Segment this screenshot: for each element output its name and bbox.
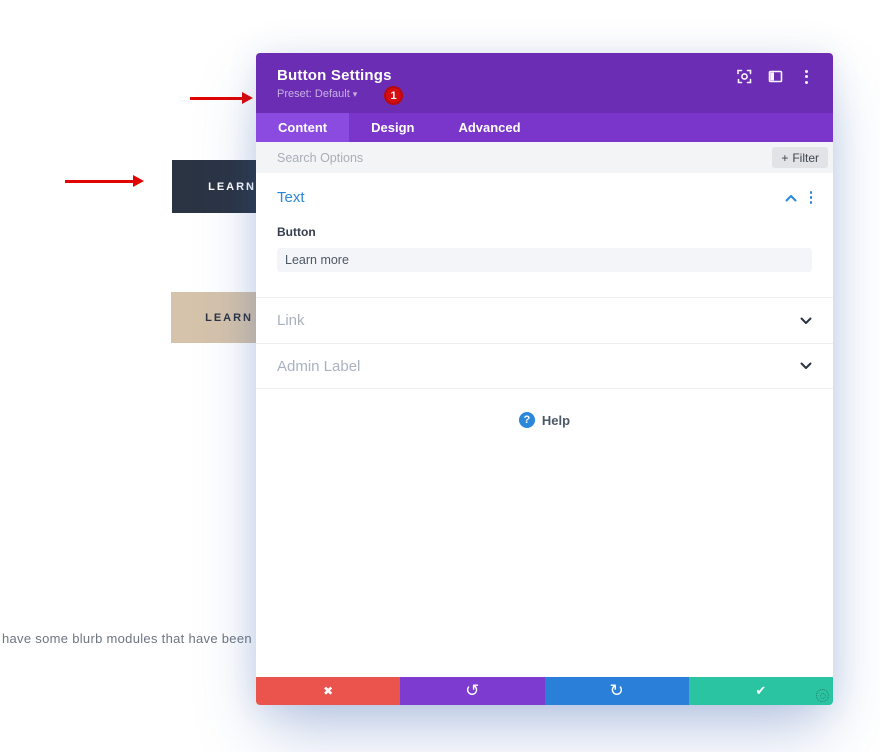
arrow-shaft bbox=[190, 97, 244, 100]
clipped-body-text: have some blurb modules that have been bbox=[2, 631, 252, 646]
tab-design[interactable]: Design bbox=[371, 120, 415, 135]
discard-button[interactable]: ✖ bbox=[256, 677, 401, 705]
learn-more-button-dark[interactable]: LEARN bbox=[172, 160, 256, 213]
tab-advanced[interactable]: Advanced bbox=[458, 120, 521, 135]
question-mark-icon: ? bbox=[518, 412, 535, 428]
section-admin-label[interactable]: Admin Label bbox=[256, 343, 833, 389]
chevron-up-icon[interactable] bbox=[785, 194, 797, 202]
step-number-badge: 1 bbox=[384, 86, 403, 105]
redo-icon: ↻ bbox=[609, 681, 624, 701]
search-input[interactable]: Search Options bbox=[277, 150, 364, 165]
section-admin-label-title: Admin Label bbox=[277, 357, 361, 375]
resize-handle[interactable] bbox=[816, 689, 829, 702]
section-link[interactable]: Link bbox=[256, 297, 833, 343]
focus-mode-icon[interactable] bbox=[737, 69, 752, 84]
arrow-head-icon bbox=[242, 92, 253, 104]
preset-label: Preset: Default bbox=[277, 88, 350, 100]
undo-icon: ↺ bbox=[465, 681, 480, 701]
arrow-head-icon bbox=[133, 175, 144, 187]
section-link-title: Link bbox=[277, 312, 305, 329]
check-icon: ✔ bbox=[755, 683, 767, 699]
modal-body: Text Button Link Admin Label ? Help bbox=[256, 173, 833, 677]
chevron-down-icon[interactable] bbox=[800, 362, 812, 370]
modal-header: Button Settings Preset: Default ▾ 1 bbox=[256, 53, 833, 113]
section-text-actions bbox=[785, 191, 812, 204]
plus-icon: + bbox=[781, 150, 789, 165]
button-settings-modal: Button Settings Preset: Default ▾ 1 Conte… bbox=[256, 53, 833, 705]
help-label: Help bbox=[541, 412, 571, 428]
annotation-arrow-to-preset bbox=[190, 92, 253, 105]
section-options-icon[interactable] bbox=[809, 191, 812, 204]
learn-more-button-tan[interactable]: LEARN bbox=[171, 292, 256, 343]
help-link[interactable]: ? Help bbox=[256, 412, 833, 428]
learn-more-button-dark-label: LEARN bbox=[208, 180, 256, 193]
close-icon: ✖ bbox=[323, 684, 334, 698]
modal-title: Button Settings bbox=[277, 67, 392, 84]
section-text: Text Button bbox=[256, 173, 833, 297]
button-field-label: Button bbox=[277, 225, 316, 239]
options-search-bar[interactable]: Search Options + Filter bbox=[256, 142, 833, 173]
tab-content[interactable]: Content bbox=[256, 113, 350, 142]
split-view-icon[interactable] bbox=[768, 69, 783, 84]
chevron-down-icon[interactable] bbox=[800, 317, 812, 325]
annotation-arrow-to-button bbox=[65, 175, 144, 188]
save-button[interactable]: ✔ bbox=[688, 677, 833, 705]
modal-tab-bar: Content Design Advanced bbox=[256, 113, 833, 142]
preset-dropdown[interactable]: Preset: Default ▾ bbox=[277, 88, 833, 100]
caret-down-icon: ▾ bbox=[352, 89, 358, 99]
modal-footer: ✖ ↺ ↻ ✔ bbox=[256, 677, 833, 705]
filter-button-label: Filter bbox=[792, 150, 819, 165]
button-text-input[interactable] bbox=[277, 248, 812, 272]
more-options-icon[interactable] bbox=[799, 69, 814, 84]
learn-more-button-tan-label: LEARN bbox=[205, 311, 253, 324]
redo-button[interactable]: ↻ bbox=[544, 677, 689, 705]
section-text-header[interactable]: Text bbox=[277, 189, 812, 206]
modal-header-actions bbox=[737, 69, 814, 84]
section-text-title[interactable]: Text bbox=[277, 189, 305, 206]
filter-button[interactable]: + Filter bbox=[772, 147, 828, 168]
undo-button[interactable]: ↺ bbox=[400, 677, 545, 705]
arrow-shaft bbox=[65, 180, 135, 183]
